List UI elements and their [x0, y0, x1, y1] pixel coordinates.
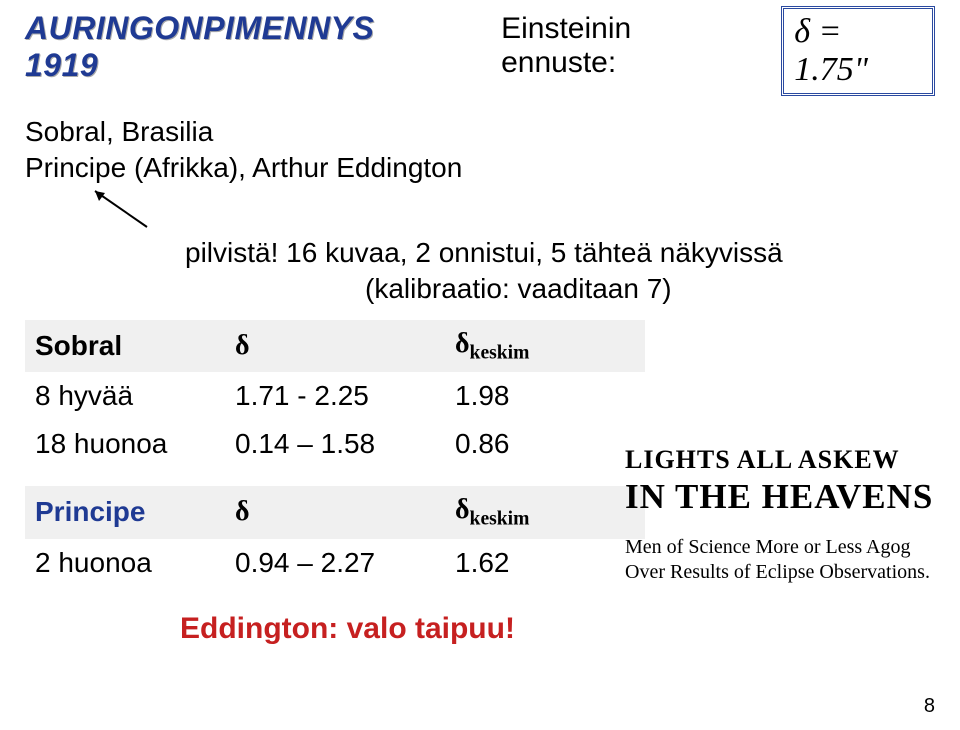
cell-label: 18 huonoa [25, 420, 225, 468]
principe-name: Principe [25, 486, 225, 539]
headline-line1: LIGHTS ALL ASKEW [625, 445, 900, 474]
arrow-icon [85, 187, 155, 232]
slide-title: AURINGONPIMENNYS 1919 [25, 10, 451, 84]
cell-range: 0.14 – 1.58 [225, 420, 445, 468]
cell-label: 2 huonoa [25, 539, 225, 587]
location-principe: Principe (Afrikka), Arthur Eddington [25, 150, 935, 186]
delta-equation-box: δ = 1.75" [781, 6, 935, 96]
cell-avg: 1.62 [445, 539, 645, 587]
sobral-name: Sobral [25, 320, 225, 373]
newspaper-subtext: Men of Science More or Less Agog Over Re… [625, 535, 935, 585]
cell-avg: 1.98 [445, 372, 645, 420]
newspaper-clipping: LIGHTS ALL ASKEW IN THE HEAVENS Men of S… [625, 445, 935, 585]
table-row: 8 hyvää 1.71 - 2.25 1.98 [25, 372, 645, 420]
cell-range: 1.71 - 2.25 [225, 372, 445, 420]
page-number: 8 [924, 695, 935, 718]
cloudy-note-line2: (kalibraatio: vaaditaan 7) [365, 271, 935, 307]
sobral-col-delta: δ [225, 320, 445, 373]
location-sobral: Sobral, Brasilia [25, 114, 935, 150]
cloudy-note-line1: pilvistä! 16 kuvaa, 2 onnistui, 5 tähteä… [185, 235, 935, 271]
principe-col-keskim: δkeskim [445, 486, 645, 539]
cell-label: 8 hyvää [25, 372, 225, 420]
delta-equation: δ = 1.75" [794, 13, 868, 88]
conclusion-text: Eddington: valo taipuu! [180, 612, 935, 646]
principe-table: Principe δ δkeskim 2 huonoa 0.94 – 2.27 … [25, 486, 645, 587]
principe-col-delta: δ [225, 486, 445, 539]
headline-line2: IN THE HEAVENS [625, 477, 935, 517]
table-row: 18 huonoa 0.14 – 1.58 0.86 [25, 420, 645, 468]
prediction-label: Einsteinin ennuste: [501, 12, 751, 80]
sobral-col-keskim: δkeskim [445, 320, 645, 373]
sobral-table: Sobral δ δkeskim 8 hyvää 1.71 - 2.25 1.9… [25, 320, 645, 469]
cell-range: 0.94 – 2.27 [225, 539, 445, 587]
table-row: 2 huonoa 0.94 – 2.27 1.62 [25, 539, 645, 587]
cell-avg: 0.86 [445, 420, 645, 468]
